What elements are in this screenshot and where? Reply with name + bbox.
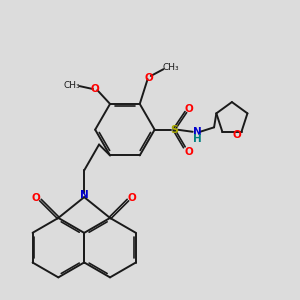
Text: CH₃: CH₃ bbox=[64, 80, 80, 89]
Text: CH₃: CH₃ bbox=[163, 63, 179, 72]
Text: N: N bbox=[193, 127, 202, 137]
Text: O: O bbox=[128, 193, 136, 203]
Text: O: O bbox=[233, 130, 242, 140]
Text: S: S bbox=[170, 125, 178, 135]
Text: O: O bbox=[184, 104, 194, 114]
Text: O: O bbox=[184, 146, 193, 157]
Text: O: O bbox=[91, 84, 100, 94]
Text: N: N bbox=[80, 190, 88, 200]
Text: H: H bbox=[193, 134, 202, 144]
Text: O: O bbox=[32, 193, 40, 203]
Text: O: O bbox=[144, 73, 153, 83]
